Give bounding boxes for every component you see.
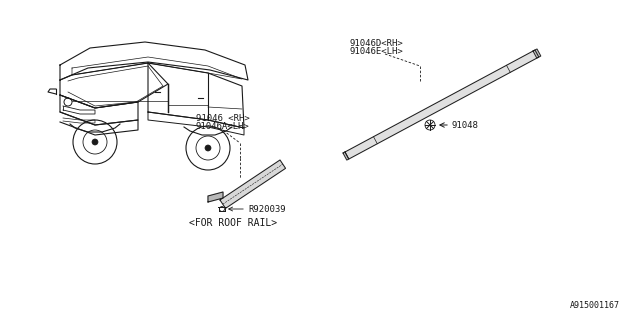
- Text: 91046 <RH>: 91046 <RH>: [196, 114, 250, 123]
- Text: 91046E<LH>: 91046E<LH>: [350, 47, 404, 56]
- Polygon shape: [345, 50, 539, 159]
- Text: <FOR ROOF RAIL>: <FOR ROOF RAIL>: [189, 218, 277, 228]
- Polygon shape: [220, 160, 285, 208]
- Circle shape: [92, 139, 98, 145]
- Polygon shape: [208, 192, 223, 202]
- Polygon shape: [343, 152, 349, 160]
- Text: 91048: 91048: [452, 121, 479, 130]
- Polygon shape: [533, 49, 541, 58]
- Text: 91046A<LH>: 91046A<LH>: [196, 122, 250, 131]
- Text: A915001167: A915001167: [570, 301, 620, 310]
- Text: R920039: R920039: [248, 204, 285, 213]
- Circle shape: [205, 145, 211, 151]
- Text: 91046D<RH>: 91046D<RH>: [350, 39, 404, 48]
